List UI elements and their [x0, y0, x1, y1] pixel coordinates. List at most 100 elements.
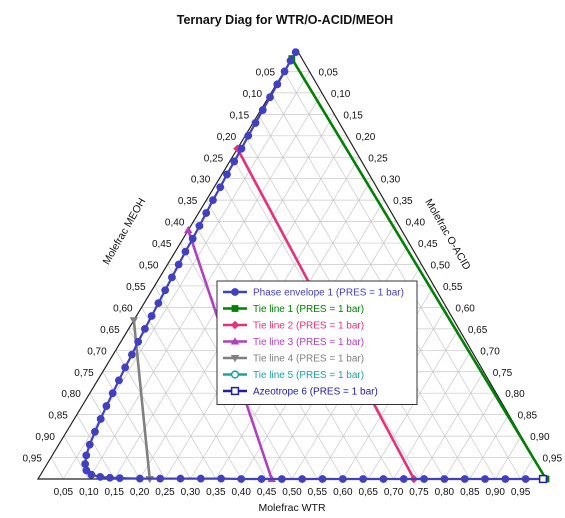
right-tick-label: 0,60 [455, 303, 475, 314]
legend-marker [230, 355, 240, 363]
left-tick-label: 0,55 [126, 282, 146, 293]
bottom-tick-label: 0,65 [358, 487, 378, 498]
envelope-point [257, 475, 266, 483]
envelope-point [168, 273, 176, 282]
legend-entry: Tie line 4 (PRES = 1 bar) [253, 354, 364, 365]
legend-entry: Tie line 1 (PRES = 1 bar) [253, 304, 364, 315]
left-tick-label: 0,75 [74, 368, 94, 379]
envelope-point [277, 475, 286, 483]
envelope-point [244, 131, 253, 140]
legend-marker [230, 370, 240, 379]
left-tick-label: 0,05 [256, 67, 276, 78]
right-tick-label: 0,75 [493, 368, 513, 379]
envelope-point [121, 363, 130, 372]
envelope-point [141, 324, 149, 333]
legend-entry: Tie line 5 (PRES = 1 bar) [253, 370, 364, 381]
left-tick-label: 0,90 [35, 432, 55, 443]
left-tick-label: 0,35 [178, 196, 198, 207]
grid-line-meoh [89, 393, 140, 480]
bottom-tick-label: 0,80 [435, 487, 455, 498]
envelope-point [156, 474, 165, 483]
right-tick-label: 0,85 [518, 411, 538, 422]
x-axis-label: Molefrac WTR [258, 502, 326, 514]
right-tick-label: 0,25 [368, 153, 388, 164]
envelope-point [440, 475, 449, 483]
grid-line-meoh [154, 285, 267, 480]
bottom-tick-label: 0,15 [104, 487, 124, 498]
left-tick-label: 0,40 [165, 218, 185, 229]
grid-line-meoh [115, 350, 191, 480]
envelope-point [134, 337, 143, 346]
envelope-point [96, 472, 105, 481]
left-tick-label: 0,30 [191, 175, 211, 186]
envelope-point [96, 415, 105, 423]
envelope-point [223, 170, 231, 179]
envelope-point [230, 157, 239, 166]
right-tick-label: 0,70 [480, 346, 500, 357]
tie-line-3-point [184, 225, 193, 234]
left-tick-label: 0,85 [48, 411, 68, 422]
right-tick-label: 0,40 [406, 218, 426, 229]
envelope-point [82, 451, 91, 460]
right-tick-label: 0,55 [443, 282, 463, 293]
right-tick-label: 0,90 [530, 432, 550, 443]
legend-entry: Phase envelope 1 (PRES = 1 bar) [253, 288, 404, 299]
left-tick-label: 0,95 [22, 454, 42, 465]
envelope-point [501, 475, 510, 483]
grid-line-wtr [444, 393, 497, 480]
envelope-point [286, 56, 295, 65]
envelope-point [176, 474, 185, 483]
envelope-point [128, 350, 136, 359]
right-tick-label: 0,95 [543, 454, 563, 465]
envelope-point [237, 144, 246, 153]
bottom-tick-label: 0,05 [54, 487, 74, 498]
envelope-point [266, 93, 274, 102]
envelope-point [217, 474, 226, 483]
right-tick-label: 0,45 [418, 239, 438, 250]
envelope-point [338, 475, 347, 483]
grid-line-meoh [50, 457, 64, 480]
bottom-tick-label: 0,85 [460, 487, 480, 498]
right-tick-label: 0,65 [468, 325, 488, 336]
legend-marker [230, 386, 240, 396]
envelope-point [209, 196, 217, 205]
grid-line-meoh [76, 414, 115, 480]
envelope-point [237, 475, 246, 483]
envelope-point [135, 474, 144, 483]
envelope-point [481, 475, 489, 483]
envelope-point [154, 299, 163, 308]
grid-line-wtr [418, 371, 485, 480]
grid-line-wtr [469, 414, 509, 480]
grid-line-meoh [283, 71, 521, 480]
tick-layer: 0,05 0,10 0,15 0,20 0,25 0,30 0,35 0,40 0,45 0,50… [22, 67, 562, 498]
envelope-point [161, 286, 170, 295]
envelope-point [108, 389, 117, 398]
chart-title: Ternary Diag for WTR/O-ACID/MEOH [177, 13, 393, 27]
grid-line-wtr [393, 350, 472, 480]
bottom-tick-label: 0,55 [308, 487, 328, 498]
envelope-point [82, 466, 91, 475]
envelope-point [81, 460, 90, 468]
envelope-point [291, 48, 300, 57]
left-tick-label: 0,60 [113, 303, 133, 314]
legend-entry: Tie line 3 (PRES = 1 bar) [253, 337, 364, 348]
envelope-point [87, 470, 96, 479]
grid-line-meoh [102, 371, 166, 480]
legend-marker [230, 337, 240, 345]
envelope-point [251, 119, 260, 127]
bottom-tick-label: 0,75 [409, 487, 429, 498]
left-axis-label: Molefrac MEOH [101, 196, 149, 267]
right-tick-label: 0,10 [331, 89, 351, 100]
envelope-point [216, 183, 225, 192]
envelope-point [460, 475, 469, 483]
envelope-point [195, 221, 204, 230]
bottom-tick-label: 0,45 [257, 487, 277, 498]
bottom-tick-label: 0,50 [282, 487, 302, 498]
envelope-point [298, 475, 307, 483]
left-tick-label: 0,20 [217, 132, 237, 143]
grid-line-meoh [128, 328, 217, 480]
legend: Phase envelope 1 (PRES = 1 bar) Tie line … [216, 280, 418, 405]
legend-entry: Tie line 2 (PRES = 1 bar) [253, 321, 364, 332]
